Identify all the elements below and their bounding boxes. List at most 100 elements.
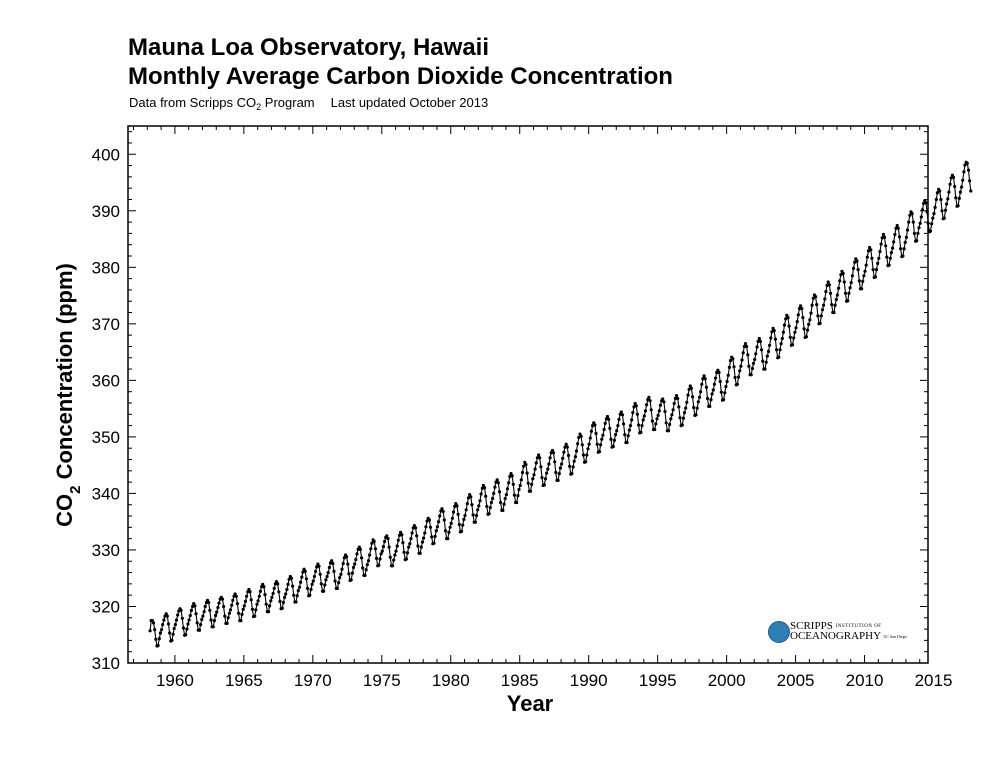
data-point [658, 403, 663, 407]
data-point [685, 400, 689, 404]
data-point [410, 531, 414, 535]
data-point [269, 599, 273, 603]
data-point [200, 617, 204, 622]
chart-subtitle: Monthly Average Carbon Dioxide Concentra… [128, 63, 673, 90]
data-point [733, 375, 737, 380]
data-point [876, 261, 880, 265]
data-point [754, 352, 758, 356]
data-point [962, 170, 966, 174]
data-point [756, 339, 760, 343]
data-point [157, 637, 161, 641]
data-point [516, 494, 520, 498]
data-point [755, 345, 759, 349]
data-point [276, 582, 280, 586]
data-point [195, 621, 199, 625]
data-point [904, 235, 909, 239]
data-point [700, 382, 704, 386]
data-point [947, 190, 951, 194]
data-point [363, 573, 367, 578]
data-point [341, 561, 345, 566]
data-point [760, 348, 764, 352]
data-point [563, 445, 567, 449]
data-point [531, 477, 535, 481]
data-point [739, 364, 743, 368]
data-point [586, 447, 590, 451]
data-point [463, 513, 467, 518]
data-point [797, 307, 802, 311]
data-point [393, 553, 397, 557]
data-point [517, 487, 521, 492]
data-point [801, 316, 805, 320]
data-point [768, 343, 772, 347]
data-point [960, 185, 964, 189]
data-point [347, 572, 351, 576]
data-point [400, 533, 404, 537]
data-point [820, 308, 825, 312]
data-point [882, 235, 887, 239]
data-point [303, 569, 307, 574]
data-point [309, 587, 313, 592]
data-point [594, 431, 598, 436]
data-point [450, 516, 454, 520]
data-point [495, 478, 499, 482]
data-point [422, 536, 426, 540]
data-point [799, 304, 803, 308]
data-point [525, 471, 529, 475]
data-point [193, 604, 197, 608]
data-point [953, 184, 957, 189]
data-point [779, 342, 783, 346]
data-point [939, 197, 943, 202]
data-point [696, 400, 700, 404]
data-point [674, 394, 679, 398]
data-point [749, 373, 753, 377]
data-point [434, 529, 438, 533]
data-point [901, 254, 905, 258]
data-point [732, 365, 736, 369]
data-point [924, 201, 928, 205]
data-point [497, 490, 502, 494]
data-point [766, 349, 771, 354]
data-point [181, 626, 185, 630]
data-point [705, 396, 710, 401]
y-tick-label: 340 [92, 484, 120, 503]
data-point [330, 559, 334, 563]
data-point [788, 335, 792, 339]
data-point [780, 336, 784, 341]
data-point [682, 411, 687, 415]
data-point [203, 604, 207, 609]
data-point [542, 483, 546, 487]
globe-icon [768, 621, 790, 643]
data-point [684, 406, 688, 410]
data-point [185, 627, 189, 631]
data-point [374, 556, 379, 561]
data-point [333, 579, 337, 583]
data-point [405, 551, 410, 555]
data-point [465, 502, 469, 506]
data-point [793, 330, 797, 334]
data-point [257, 594, 261, 598]
data-point [934, 197, 938, 202]
data-point [358, 547, 362, 552]
data-point [385, 534, 389, 538]
data-point [635, 412, 640, 416]
data-point [349, 578, 353, 582]
data-point [478, 499, 482, 503]
data-point [648, 399, 652, 403]
data-point [462, 517, 466, 522]
data-point [727, 365, 732, 369]
data-point [161, 623, 165, 627]
data-point [702, 374, 706, 378]
data-point [401, 541, 405, 545]
data-point [943, 208, 948, 212]
data-point [345, 555, 349, 559]
data-point [841, 271, 845, 276]
data-point [299, 580, 303, 584]
data-point [849, 281, 853, 285]
data-point [535, 456, 540, 460]
source-note-subscript: 2 [256, 102, 262, 112]
data-point [933, 205, 937, 209]
data-point [751, 361, 756, 365]
data-point [958, 190, 963, 194]
data-point [579, 434, 583, 438]
data-point [373, 547, 377, 551]
